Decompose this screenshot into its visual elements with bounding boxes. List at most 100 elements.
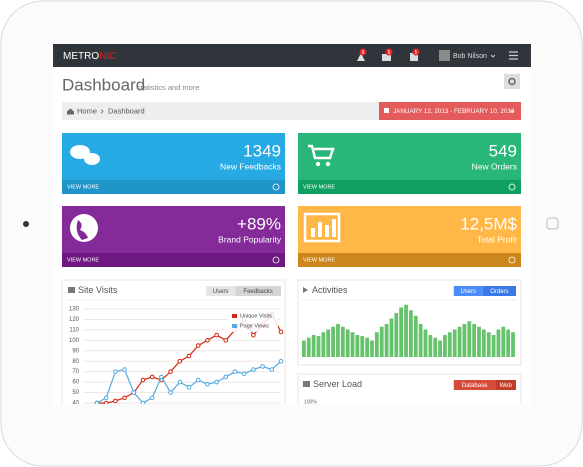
tile-footer [62, 180, 285, 194]
notifications[interactable]: 9 5 5 [357, 48, 420, 62]
data-point [149, 395, 155, 401]
date-range-button[interactable] [379, 102, 521, 120]
data-point [278, 358, 284, 364]
y-tick-label: 80 [72, 359, 79, 365]
bar [321, 332, 326, 357]
data-point [205, 338, 210, 343]
tab[interactable] [206, 286, 236, 296]
top-nav [53, 44, 531, 67]
legend-swatch [232, 324, 237, 328]
icon [303, 212, 341, 243]
tile[interactable]: +89%Brand Popularity VIEW MORE [62, 206, 285, 267]
data-point [122, 395, 127, 401]
data-point [195, 343, 201, 348]
data-point [140, 377, 146, 383]
data-point [186, 353, 192, 359]
tile-footer [298, 253, 521, 267]
breadcrumb-item[interactable]: Home [77, 106, 97, 115]
tab[interactable] [453, 380, 496, 390]
settings-button[interactable] [504, 74, 520, 89]
tile-link[interactable]: VIEW MORE [303, 257, 335, 263]
data-point [159, 374, 164, 380]
bar [360, 336, 365, 357]
bar [311, 335, 316, 357]
bar [409, 310, 413, 357]
data-point [214, 379, 219, 385]
tab[interactable] [482, 286, 516, 296]
tab-label: Feedbacks [243, 289, 272, 295]
bar [467, 321, 472, 357]
data-point [205, 381, 210, 387]
data-point [122, 367, 127, 372]
tile-icons [70, 144, 341, 243]
screen: METRONIC 9 5 5 Bob Nilson Dashboard stat… [53, 44, 531, 404]
legend-swatch [232, 314, 237, 318]
bar [511, 332, 515, 357]
y-tick-label: 100 [69, 338, 80, 344]
breadcrumb-item[interactable]: Dashboard [108, 106, 145, 115]
bar [302, 340, 306, 357]
data-point [177, 379, 183, 385]
home-icon [67, 108, 74, 115]
data-point [168, 369, 173, 374]
data-point [223, 374, 229, 380]
bar [413, 315, 418, 357]
y-tick-label: 70 [72, 369, 79, 375]
data-point [251, 367, 256, 372]
tab[interactable] [495, 380, 516, 390]
panel-icon [303, 381, 310, 387]
bar [486, 332, 491, 357]
bar [491, 335, 496, 357]
bar [399, 307, 404, 357]
site-visits-panel [61, 279, 286, 404]
arrow-icon [508, 183, 516, 191]
data-point [103, 400, 109, 404]
tile-number: 549 [489, 141, 517, 160]
avatar [439, 50, 450, 61]
y-tick-label: 50 [72, 390, 79, 396]
data-point [186, 385, 192, 390]
tile-link[interactable]: VIEW MORE [67, 257, 99, 263]
separator [100, 109, 104, 114]
tile-link[interactable]: VIEW MORE [303, 184, 335, 190]
bar [438, 340, 442, 357]
tab-label: Users [213, 289, 229, 295]
icon [76, 220, 88, 240]
icon [382, 54, 391, 61]
icon [332, 219, 336, 237]
arrow-icon [508, 256, 516, 264]
tab-label: Database [462, 383, 488, 389]
user-name[interactable]: Bob Nilson [453, 53, 487, 60]
data-point [241, 371, 247, 377]
panel-icon [68, 287, 75, 293]
menu-toggle[interactable] [509, 51, 518, 60]
data-point [223, 338, 229, 343]
badge [359, 48, 367, 56]
tab[interactable] [235, 286, 281, 296]
bar [501, 326, 506, 357]
tile-number: +89% [237, 214, 281, 233]
bar [336, 324, 340, 357]
y-tick-label: 110 [69, 327, 79, 333]
bar [350, 332, 355, 357]
tile-link[interactable]: VIEW MORE [67, 184, 99, 190]
icon [84, 153, 100, 165]
tab-label: Orders [490, 289, 508, 295]
arrow-icon [272, 256, 280, 264]
icon [410, 53, 418, 61]
logo-a: METRO [63, 51, 99, 62]
data-point [177, 358, 183, 364]
y-tick-label: 130 [69, 307, 80, 313]
bar [370, 340, 374, 357]
panel-title: Activities [312, 285, 348, 295]
tile-label: Total Profit [477, 234, 518, 244]
logo[interactable]: METRONIC [63, 51, 116, 62]
caret [509, 109, 515, 113]
home-button[interactable] [546, 217, 559, 230]
badge-count: 5 [388, 50, 391, 56]
tile-number: 12,5M$ [460, 214, 517, 233]
tab[interactable] [453, 286, 483, 296]
